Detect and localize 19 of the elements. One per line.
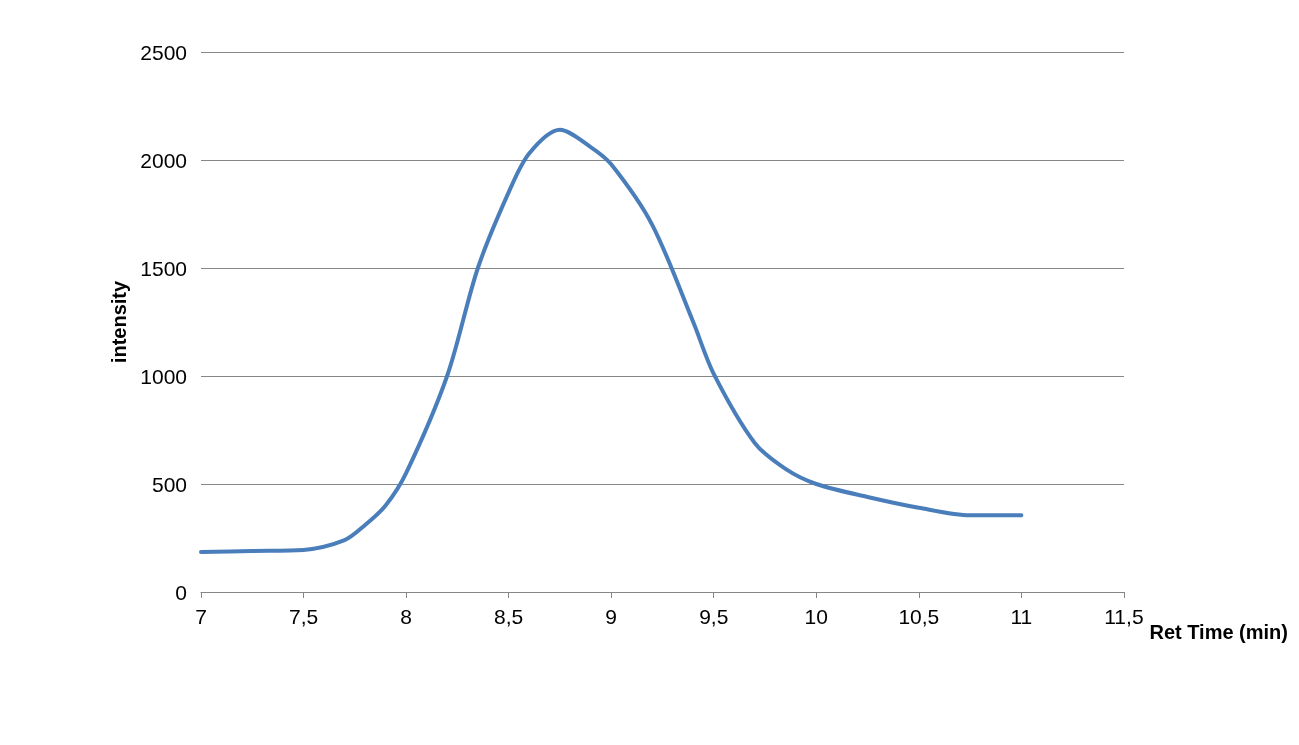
x-axis-title: Ret Time (min) xyxy=(1149,621,1288,643)
x-tick-label: 11 xyxy=(1010,605,1033,628)
x-tick-label: 9,5 xyxy=(699,605,729,628)
x-tick-label: 10,5 xyxy=(898,605,940,628)
x-tick-label: 8,5 xyxy=(494,605,524,628)
y-tick-label: 1500 xyxy=(140,256,187,280)
line-series xyxy=(199,127,1024,555)
y-tick-label: 500 xyxy=(151,472,187,496)
y-tick-label: 2500 xyxy=(140,40,187,64)
y-axis-title: intensity xyxy=(108,280,131,364)
x-tick-label: 8 xyxy=(400,605,412,628)
y-tick-label: 1000 xyxy=(140,364,187,388)
x-tick-label: 7 xyxy=(195,605,207,628)
x-tick-label: 10 xyxy=(804,605,828,628)
x-tick-label: 11,5 xyxy=(1104,605,1144,628)
x-tick-label: 9 xyxy=(605,605,618,628)
x-tick-label: 7,5 xyxy=(288,605,319,628)
y-tick-label: 0 xyxy=(175,580,187,604)
y-tick-label: 2000 xyxy=(140,148,187,172)
